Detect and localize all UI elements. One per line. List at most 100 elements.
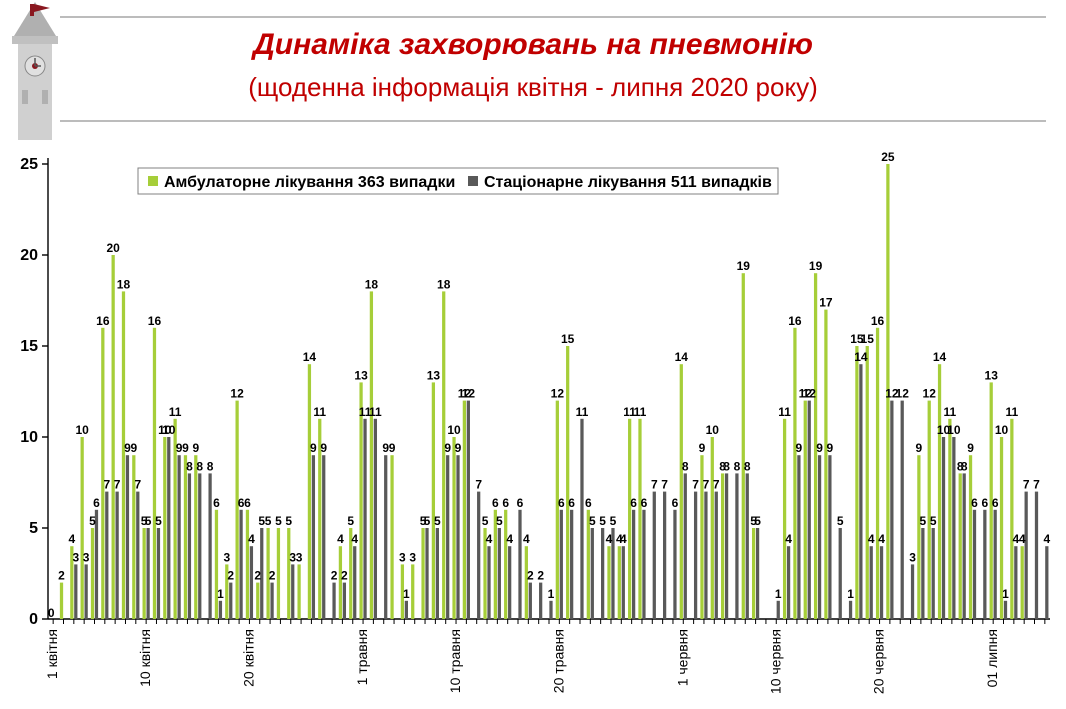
- svg-text:7: 7: [1023, 478, 1030, 492]
- svg-text:4: 4: [868, 532, 875, 546]
- svg-text:10: 10: [20, 429, 38, 446]
- svg-text:9: 9: [389, 441, 396, 455]
- svg-text:10: 10: [706, 423, 720, 437]
- svg-text:2: 2: [537, 569, 544, 583]
- svg-text:20 травня: 20 травня: [550, 629, 566, 693]
- svg-text:Стаціонарне лікування 511 ви: Стаціонарне лікування 511 випадків: [484, 174, 772, 191]
- svg-text:4: 4: [68, 532, 75, 546]
- svg-text:8: 8: [196, 459, 203, 473]
- svg-text:19: 19: [737, 259, 751, 273]
- svg-text:7: 7: [692, 478, 699, 492]
- svg-text:8: 8: [961, 459, 968, 473]
- svg-text:5: 5: [145, 514, 152, 528]
- svg-text:2: 2: [227, 569, 234, 583]
- svg-text:8: 8: [682, 459, 689, 473]
- svg-text:19: 19: [809, 259, 823, 273]
- svg-text:5: 5: [754, 514, 761, 528]
- svg-text:6: 6: [672, 496, 679, 510]
- svg-text:5: 5: [920, 514, 927, 528]
- svg-text:5: 5: [599, 514, 606, 528]
- svg-text:6: 6: [971, 496, 978, 510]
- svg-text:6: 6: [244, 496, 251, 510]
- svg-text:10: 10: [162, 423, 176, 437]
- svg-text:12: 12: [551, 387, 565, 401]
- svg-text:6: 6: [568, 496, 575, 510]
- svg-text:7: 7: [134, 478, 141, 492]
- svg-text:8: 8: [207, 459, 214, 473]
- svg-text:5: 5: [610, 514, 617, 528]
- tower-icon: [0, 0, 70, 140]
- svg-text:6: 6: [517, 496, 524, 510]
- svg-text:5: 5: [155, 514, 162, 528]
- svg-text:5: 5: [29, 520, 38, 537]
- svg-text:7: 7: [661, 478, 668, 492]
- svg-text:12: 12: [462, 387, 476, 401]
- divider-bottom: [60, 120, 1046, 122]
- svg-text:8: 8: [723, 459, 730, 473]
- svg-text:3: 3: [909, 550, 916, 564]
- svg-text:20 квітня: 20 квітня: [240, 629, 256, 687]
- svg-text:1: 1: [847, 587, 854, 601]
- svg-text:18: 18: [365, 277, 379, 291]
- svg-text:1: 1: [1002, 587, 1009, 601]
- header: Динаміка захворювань на пневмонію (щоден…: [0, 0, 1066, 140]
- svg-text:3: 3: [399, 550, 406, 564]
- svg-text:1: 1: [403, 587, 410, 601]
- svg-text:5: 5: [496, 514, 503, 528]
- svg-text:5: 5: [482, 514, 489, 528]
- svg-text:2: 2: [269, 569, 276, 583]
- svg-text:12: 12: [896, 387, 910, 401]
- svg-text:4: 4: [606, 532, 613, 546]
- svg-text:11: 11: [369, 405, 382, 419]
- svg-text:7: 7: [475, 478, 482, 492]
- svg-text:11: 11: [944, 405, 957, 419]
- svg-text:12: 12: [803, 387, 817, 401]
- svg-text:6: 6: [213, 496, 220, 510]
- svg-text:9: 9: [916, 441, 923, 455]
- svg-text:4: 4: [248, 532, 255, 546]
- svg-text:4: 4: [523, 532, 530, 546]
- page-title: Динаміка захворювань на пневмонію: [0, 28, 1066, 62]
- svg-text:6: 6: [93, 496, 100, 510]
- svg-text:11: 11: [576, 405, 589, 419]
- svg-text:20 червня: 20 червня: [871, 629, 887, 694]
- svg-text:01 липня: 01 липня: [984, 629, 1000, 687]
- pneumonia-chart: 0510152025024310356167207189975516510101…: [12, 150, 1054, 701]
- svg-text:5: 5: [434, 514, 441, 528]
- svg-text:17: 17: [819, 296, 833, 310]
- svg-text:14: 14: [303, 350, 317, 364]
- svg-text:9: 9: [967, 441, 974, 455]
- svg-text:4: 4: [486, 532, 493, 546]
- svg-text:2: 2: [527, 569, 534, 583]
- svg-text:4: 4: [785, 532, 792, 546]
- svg-text:4: 4: [878, 532, 885, 546]
- svg-text:7: 7: [103, 478, 110, 492]
- chart-canvas: 0510152025024310356167207189975516510101…: [12, 150, 1054, 701]
- svg-text:4: 4: [337, 532, 344, 546]
- svg-text:11: 11: [169, 405, 182, 419]
- svg-text:2: 2: [58, 569, 65, 583]
- svg-text:9: 9: [182, 441, 189, 455]
- svg-text:9: 9: [455, 441, 462, 455]
- svg-text:2: 2: [341, 569, 348, 583]
- svg-text:16: 16: [148, 314, 162, 328]
- svg-text:3: 3: [296, 550, 303, 564]
- svg-text:1: 1: [217, 587, 224, 601]
- svg-text:1 квітня: 1 квітня: [44, 629, 60, 679]
- svg-text:9: 9: [444, 441, 451, 455]
- svg-text:6: 6: [502, 496, 509, 510]
- svg-text:6: 6: [585, 496, 592, 510]
- svg-text:15: 15: [20, 338, 38, 355]
- page-subtitle: (щоденна інформація квітня - липня 2020 …: [0, 72, 1066, 103]
- svg-text:13: 13: [427, 368, 441, 382]
- svg-text:9: 9: [310, 441, 317, 455]
- svg-text:9: 9: [699, 441, 706, 455]
- svg-text:25: 25: [20, 156, 38, 173]
- svg-text:5: 5: [285, 514, 292, 528]
- svg-text:1: 1: [775, 587, 782, 601]
- svg-text:9: 9: [827, 441, 834, 455]
- svg-text:7: 7: [1033, 478, 1040, 492]
- svg-text:2: 2: [331, 569, 338, 583]
- svg-text:5: 5: [347, 514, 354, 528]
- svg-text:9: 9: [816, 441, 823, 455]
